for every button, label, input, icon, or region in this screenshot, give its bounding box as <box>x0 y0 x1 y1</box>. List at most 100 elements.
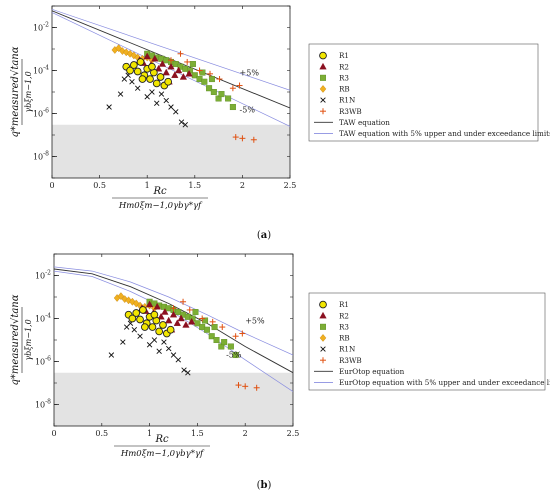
data-point-r1n <box>137 333 143 339</box>
data-point-r3wb <box>196 67 203 74</box>
data-point-r1n <box>168 104 174 110</box>
data-point-r2 <box>173 319 181 326</box>
data-point-r1 <box>140 323 149 331</box>
data-point-r1n <box>181 367 187 373</box>
y-label-numerator: q*measured√tanα <box>10 294 21 385</box>
y-tick-label: 10-4 <box>33 65 49 76</box>
data-point-r1n <box>320 97 326 103</box>
data-point-r3wb <box>242 383 249 390</box>
data-point-r1n <box>173 109 179 115</box>
legend-label: R1N <box>339 345 355 354</box>
data-point-r2 <box>151 54 159 62</box>
legend-label: R3 <box>339 322 349 331</box>
x-tick-label: 1 <box>147 429 152 438</box>
data-point-r3wb <box>168 57 174 64</box>
legend-label: R3 <box>339 73 349 82</box>
equation-line <box>54 268 293 374</box>
legend-label: RB <box>339 85 350 94</box>
data-point-r1n <box>149 89 155 95</box>
data-point-r3wb <box>199 315 206 322</box>
y-tick-label: 10-4 <box>35 313 51 324</box>
x-label-numerator: Rc <box>152 186 167 197</box>
data-point-r3 <box>208 76 215 83</box>
data-point-r1n <box>320 346 326 352</box>
data-point-r1n <box>108 352 115 358</box>
data-point-r3 <box>189 61 196 68</box>
data-point-r2 <box>174 66 183 74</box>
data-point-r1 <box>156 73 165 81</box>
data-point-r2 <box>167 62 175 70</box>
data-point-rb <box>119 47 126 55</box>
data-point-r3wb <box>235 382 242 389</box>
data-point-r1 <box>126 66 134 75</box>
data-point-r1n <box>175 357 181 363</box>
data-point-r1n <box>154 100 160 106</box>
legend-label: R3WB <box>339 107 362 116</box>
data-point-r3 <box>320 74 327 81</box>
data-point-r3wb <box>253 384 260 391</box>
data-point-r2 <box>177 314 185 322</box>
chart-panel-b: 0 0.5 1 1.5 2 2.5 10-2 10-4 10-6 10-8 +5% -5% q*meas… <box>10 253 550 491</box>
data-point-r2 <box>154 64 163 72</box>
legend-label: R1 <box>339 51 349 60</box>
x-label-numerator: Rc <box>154 434 169 445</box>
data-point-r1n <box>156 348 162 354</box>
legend-label: R3WB <box>339 356 362 365</box>
data-point-r1 <box>164 77 172 86</box>
legend-label: R1N <box>339 96 355 105</box>
data-point-r3wb <box>232 333 239 340</box>
data-point-r1 <box>136 315 144 324</box>
limit-annotation: -5% <box>226 351 242 360</box>
data-area <box>54 266 293 392</box>
data-point-r3 <box>211 324 218 331</box>
shaded-region <box>54 372 293 426</box>
data-point-rb <box>319 334 327 342</box>
data-point-r2 <box>169 310 178 318</box>
data-point-r1n <box>146 342 153 348</box>
y-axis-label: q*measured√tanα γbξm−1,0 <box>10 294 33 385</box>
data-point-r1 <box>159 321 167 329</box>
legend-label: R2 <box>339 62 349 71</box>
x-axis-label: Rc Hm0ξm−1,0γbγ*γf <box>112 186 208 211</box>
legend-label: R2 <box>339 311 349 320</box>
data-point-r3wb <box>250 136 257 143</box>
data-point-r2 <box>182 321 190 328</box>
x-tick-label: 1 <box>145 181 150 190</box>
data-point-r1n <box>117 91 124 97</box>
legend-label: RB <box>339 334 350 343</box>
data-point-r3 <box>203 326 210 333</box>
data-point-r3wb <box>229 85 236 92</box>
data-point-r3 <box>213 337 220 344</box>
limit-annotation: -5% <box>240 106 256 115</box>
x-tick-label: 2.5 <box>287 429 300 438</box>
data-point-r3wb <box>320 108 326 115</box>
legend-box <box>308 292 546 391</box>
data-point-r2 <box>179 73 188 80</box>
y-tick-label: 10-8 <box>33 151 49 162</box>
x-tick-label: 0.5 <box>93 181 106 190</box>
data-area <box>52 8 290 143</box>
y-label-numerator: q*measured√tanα <box>10 46 21 137</box>
y-tick-label: 10-8 <box>35 399 51 410</box>
data-point-r1 <box>132 309 141 317</box>
data-point-r1 <box>130 61 138 69</box>
x-tick-label: 0 <box>51 429 56 438</box>
data-point-rb <box>117 292 125 301</box>
data-point-r3wb <box>239 330 246 337</box>
legend-label: TAW equation with 5% upper and under exc… <box>339 129 550 138</box>
equation-line <box>52 12 290 127</box>
data-point-r3wb <box>209 318 216 325</box>
legend-label: EurOtop equation with 5% upper and under… <box>339 378 550 387</box>
x-tick-label: 2 <box>243 429 248 438</box>
data-point-r3wb <box>320 357 326 364</box>
data-point-r1n <box>182 122 188 128</box>
data-point-r3 <box>227 343 234 350</box>
legend: R1 R2 R3 RB R1N R3WB EurOtop equation EurOtop e… <box>308 292 550 391</box>
data-point-rb <box>115 44 122 53</box>
data-point-r3wb <box>170 305 177 312</box>
data-point-r3wb <box>180 298 187 305</box>
data-point-r2 <box>319 311 327 319</box>
data-point-r3 <box>201 78 208 85</box>
data-point-r2 <box>165 316 173 324</box>
